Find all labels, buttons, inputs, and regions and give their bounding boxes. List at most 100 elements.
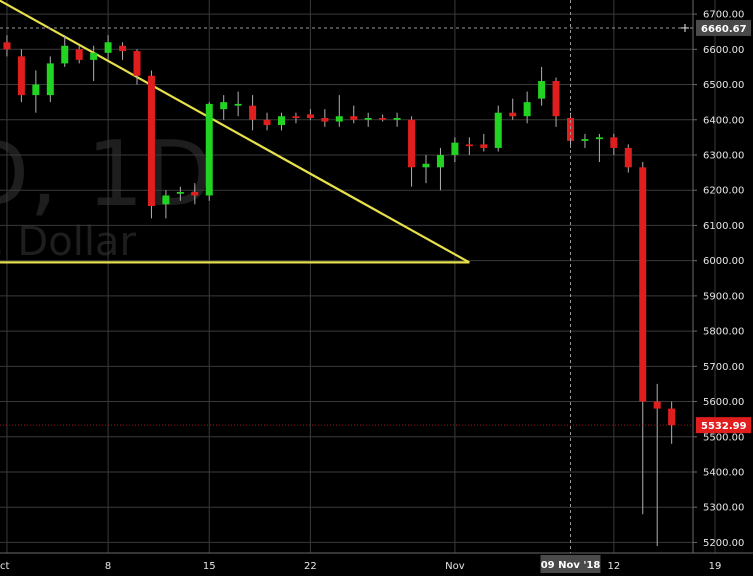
candle[interactable]	[147, 70, 155, 219]
candle[interactable]	[321, 109, 329, 127]
candle-body-down	[610, 137, 618, 148]
candle-body-up	[364, 117, 372, 120]
candle[interactable]	[523, 91, 531, 124]
candle[interactable]	[306, 109, 314, 120]
candle[interactable]	[350, 105, 358, 124]
time-tick-label: 19	[709, 561, 722, 572]
candle[interactable]	[653, 383, 661, 546]
candle-body-down	[17, 56, 25, 96]
candle[interactable]	[119, 42, 127, 60]
crosshair-price-value: 6660.67	[701, 24, 747, 35]
candle[interactable]	[581, 133, 589, 148]
candle[interactable]	[17, 49, 25, 103]
candle[interactable]	[610, 133, 618, 155]
candle-body-down	[321, 117, 329, 122]
candle[interactable]	[668, 401, 676, 444]
candle-body-down	[408, 119, 416, 168]
candle[interactable]	[104, 35, 112, 60]
candle[interactable]	[436, 147, 444, 191]
candle[interactable]	[422, 154, 430, 184]
candle-body-up	[234, 103, 242, 106]
candle-body-up	[46, 63, 54, 96]
candle-body-up	[335, 116, 343, 122]
candle[interactable]	[567, 112, 574, 148]
candle-body-up	[90, 52, 98, 60]
candle[interactable]	[408, 116, 416, 187]
candle-body-up	[220, 102, 228, 110]
candle-body-up	[422, 163, 430, 168]
candle[interactable]	[364, 112, 372, 127]
crosshair-price-tag: 6660.67	[696, 19, 751, 36]
candle[interactable]	[639, 162, 647, 515]
candle[interactable]	[191, 183, 199, 205]
candle[interactable]	[538, 66, 546, 106]
candle[interactable]	[176, 186, 184, 201]
candles[interactable]	[3, 35, 676, 546]
candle[interactable]	[509, 98, 517, 120]
candle[interactable]	[379, 114, 387, 122]
drawing-tools[interactable]	[0, 0, 470, 264]
candle-body-down	[75, 49, 83, 60]
candle-body-up	[523, 102, 531, 117]
grid-lines	[0, 0, 716, 553]
price-tick-label: 5200.00	[703, 538, 744, 549]
candle[interactable]	[249, 95, 257, 131]
time-axis[interactable]: ct 8 15 22 Nov 12 19	[0, 552, 753, 572]
candle[interactable]	[32, 70, 40, 113]
candle[interactable]	[61, 35, 69, 67]
candle[interactable]	[90, 45, 98, 82]
candle[interactable]	[480, 133, 488, 152]
candle[interactable]	[46, 56, 54, 103]
candle[interactable]	[263, 112, 271, 131]
price-tick-label: 6100.00	[703, 221, 744, 232]
candle[interactable]	[162, 190, 170, 219]
candle[interactable]	[595, 133, 603, 163]
candle-body-down	[624, 147, 632, 168]
candle-body-up	[581, 139, 589, 141]
candle-body-down	[249, 105, 257, 120]
crosshair-date-tag: 09 Nov '18	[540, 555, 601, 573]
candle-body-down	[465, 144, 473, 147]
price-tick-label: 6700.00	[703, 10, 744, 21]
candle-body-up	[595, 137, 603, 140]
crosshair	[0, 0, 693, 553]
price-tick-label: 5300.00	[703, 503, 744, 514]
price-tick-label: 6000.00	[703, 256, 744, 267]
time-tick-label: 12	[607, 561, 620, 572]
price-axis[interactable]: 6700.00 6600.00 6500.00 6400.00 6300.00 6200.…	[692, 0, 744, 553]
candle[interactable]	[465, 137, 473, 155]
candle-body-down	[263, 119, 271, 126]
candle[interactable]	[3, 35, 11, 57]
candle-body-down	[639, 167, 647, 402]
price-tick-label: 5500.00	[703, 432, 744, 443]
price-tick-label: 6400.00	[703, 115, 744, 126]
time-tick-label: 22	[304, 561, 317, 572]
candle-body-down	[480, 144, 488, 148]
candle[interactable]	[552, 77, 560, 127]
crosshair-date-tag-bg	[540, 555, 601, 573]
watermark-line2: . Dollar	[0, 219, 136, 265]
last-price-value: 5532.99	[701, 421, 747, 432]
candle[interactable]	[133, 49, 141, 85]
candle[interactable]	[624, 144, 632, 173]
candle[interactable]	[75, 45, 83, 64]
candle[interactable]	[451, 137, 459, 163]
candle-body-up	[205, 103, 213, 196]
last-price-tag-bg	[696, 417, 751, 434]
candle[interactable]	[494, 105, 502, 152]
candle[interactable]	[205, 102, 213, 201]
candle-body-up	[61, 45, 69, 64]
candle[interactable]	[393, 112, 401, 127]
price-tick-label: 5600.00	[703, 397, 744, 408]
candle[interactable]	[278, 112, 285, 131]
candle-body-up	[436, 154, 444, 168]
price-tick-label: 5800.00	[703, 327, 744, 338]
candle[interactable]	[234, 91, 242, 117]
candle[interactable]	[220, 95, 228, 120]
candle[interactable]	[292, 112, 300, 124]
candle[interactable]	[335, 95, 343, 127]
time-tick-label: 15	[203, 561, 216, 572]
candle-body-up	[32, 84, 40, 96]
candle-body-down	[292, 116, 300, 118]
